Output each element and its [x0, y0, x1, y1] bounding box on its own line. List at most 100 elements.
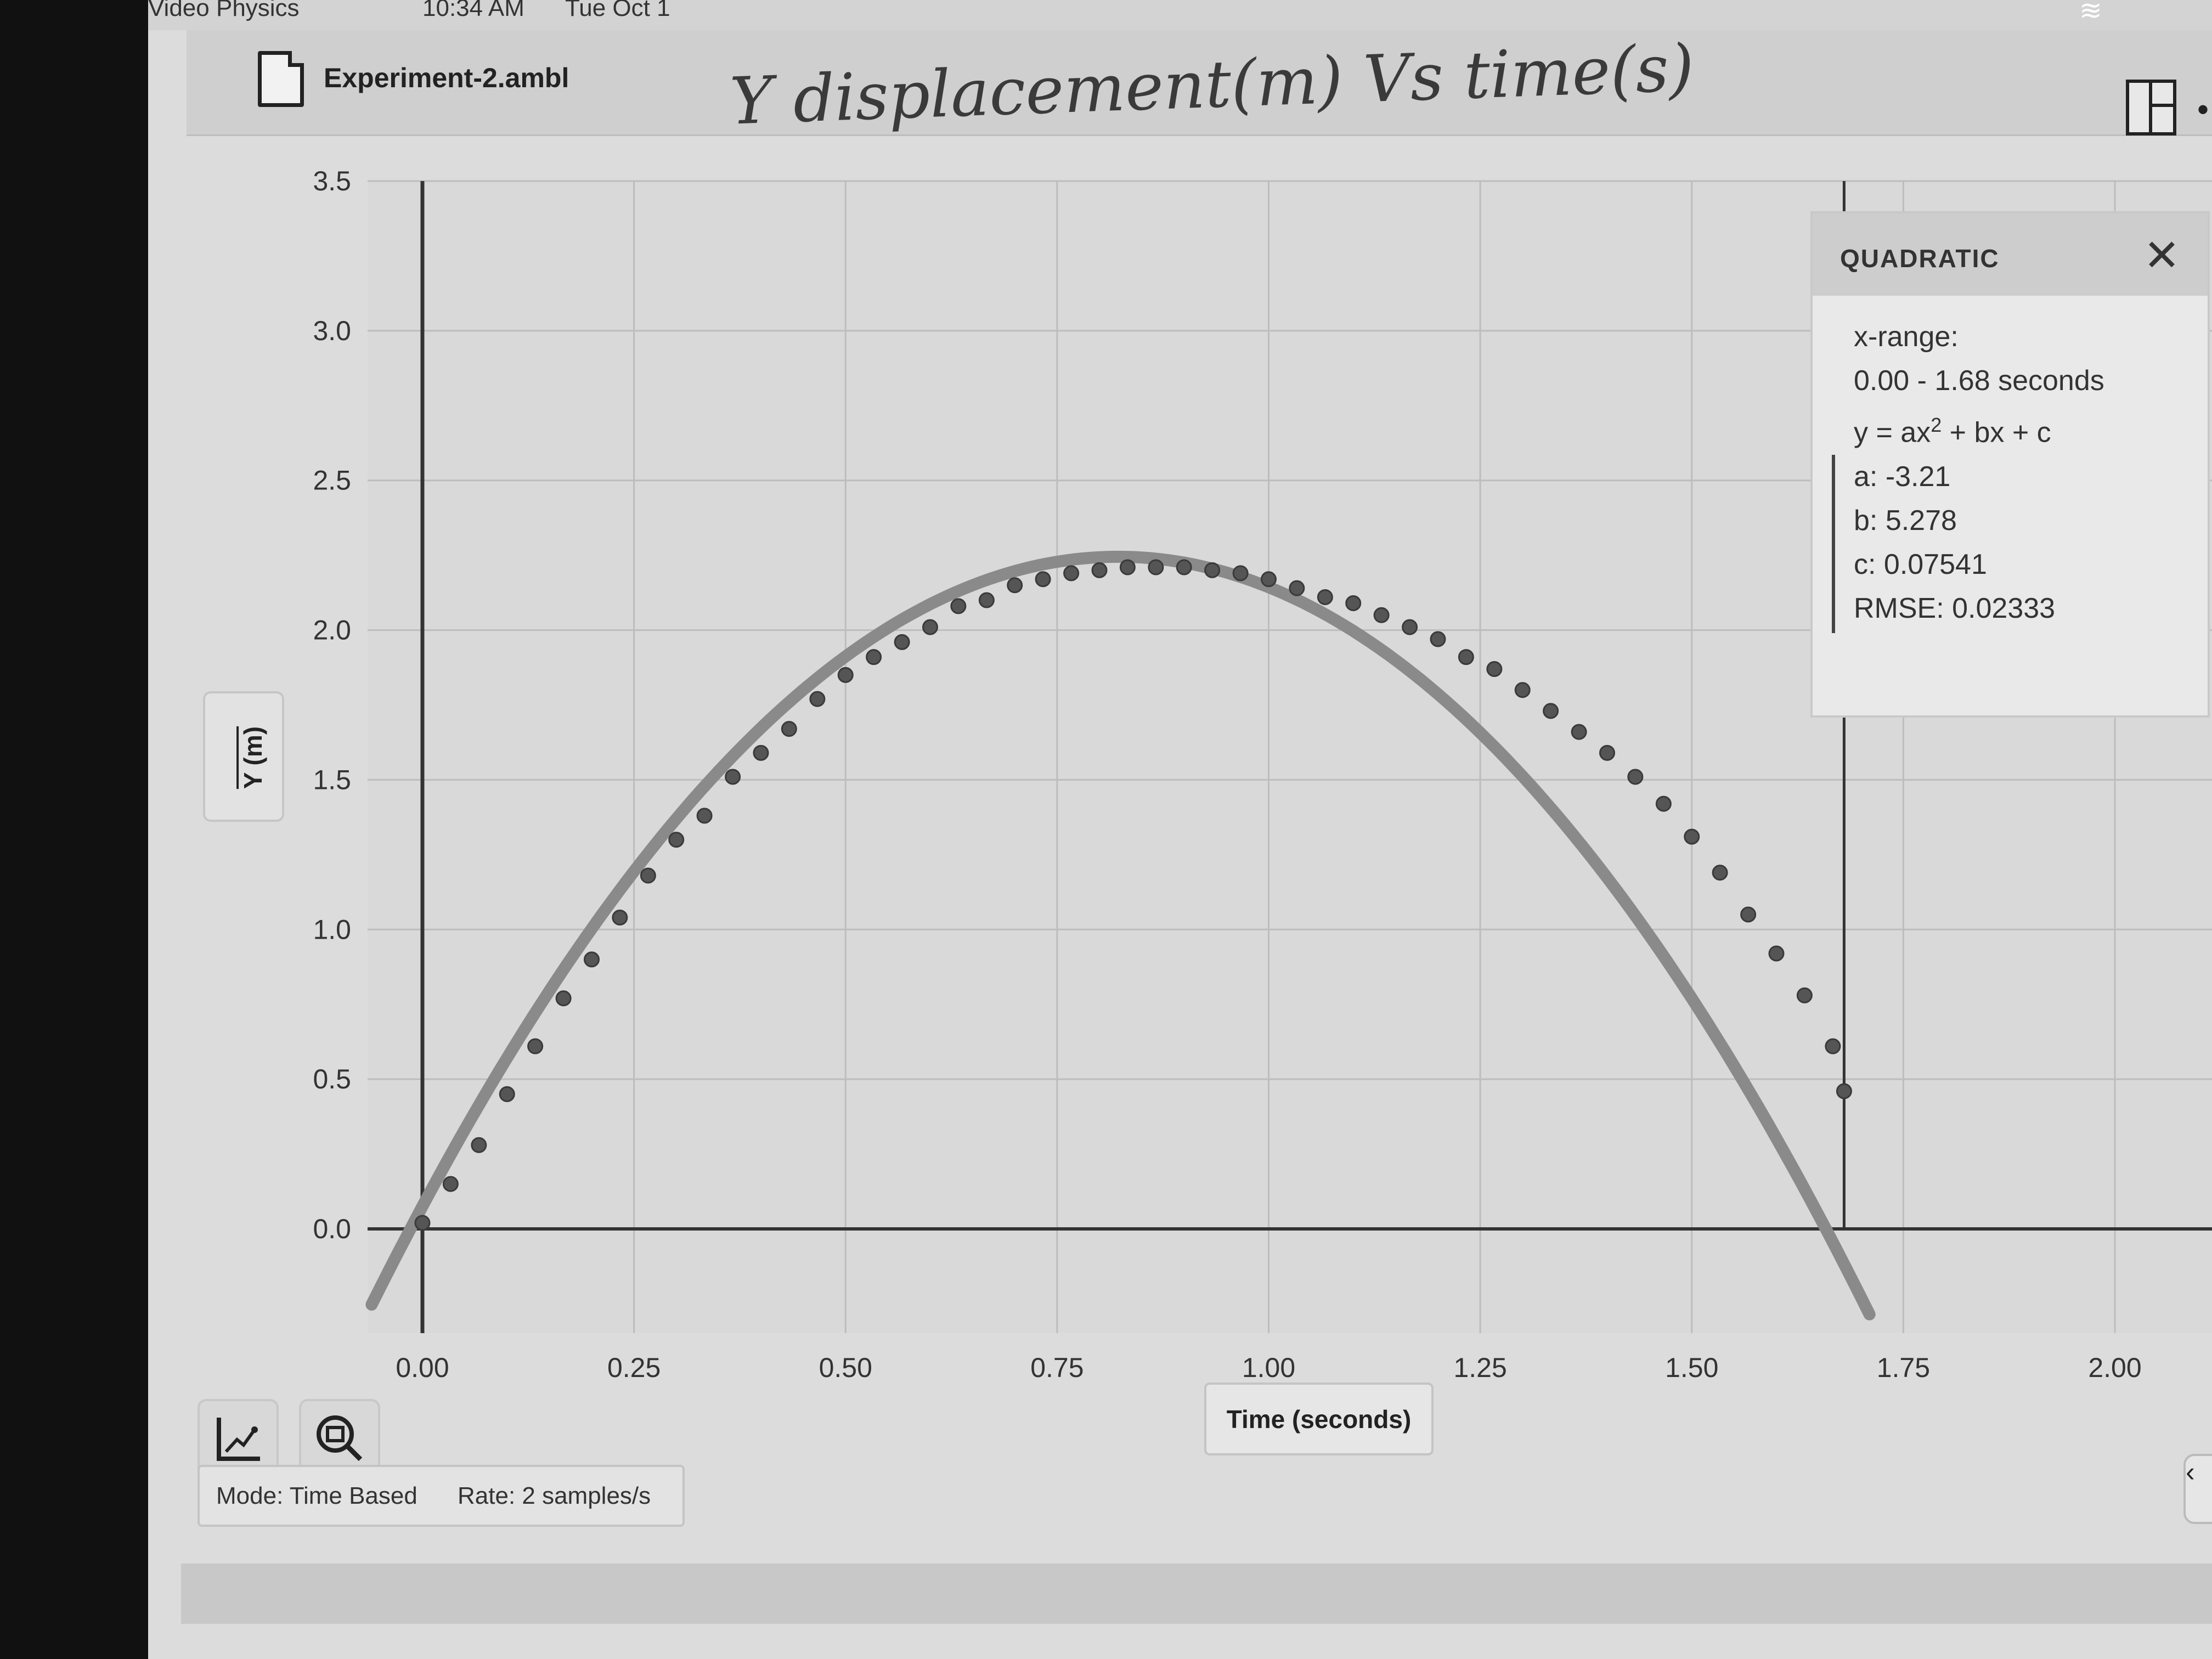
- data-point: [1543, 703, 1559, 719]
- data-point: [837, 667, 854, 683]
- y-axis-label-button[interactable]: Y (m): [203, 691, 284, 822]
- data-point: [1599, 744, 1615, 761]
- data-point: [1655, 795, 1672, 812]
- x-tick-label: 0.00: [396, 1352, 449, 1383]
- collection-mode-box[interactable]: Mode: Time Based Rate: 2 samples/s: [198, 1465, 685, 1527]
- data-point: [866, 649, 882, 665]
- more-icon[interactable]: ••: [2197, 91, 2212, 128]
- fit-panel-header: QUADRATIC ✕: [1813, 213, 2208, 296]
- zoom-button[interactable]: [299, 1399, 380, 1477]
- document-icon[interactable]: [258, 51, 304, 107]
- fit-equation-exponent: 2: [1931, 414, 1942, 436]
- fit-equation-rest: + bx + c: [1942, 416, 2051, 449]
- status-time: 10:34 AM: [422, 0, 524, 21]
- y-tick-label: 1.5: [313, 764, 351, 795]
- data-point: [894, 634, 910, 650]
- data-point: [1317, 589, 1333, 606]
- data-point: [725, 769, 741, 785]
- y-axis-label: Y (m): [239, 726, 268, 789]
- x-tick-label: 1.25: [1453, 1352, 1506, 1383]
- x-tick-label: 1.75: [1877, 1352, 1930, 1383]
- zoom-icon: [317, 1415, 363, 1462]
- data-point: [499, 1086, 515, 1102]
- fit-curve-group: [365, 550, 1876, 1321]
- y-tick-label: 2.5: [313, 465, 351, 496]
- data-point: [612, 909, 628, 926]
- chevron-left-icon[interactable]: ‹: [2183, 1454, 2212, 1524]
- file-name[interactable]: Experiment-2.ambl: [324, 63, 569, 93]
- data-point: [1514, 682, 1531, 698]
- fit-xrange-value: 0.00 - 1.68 seconds: [1854, 365, 2104, 397]
- fit-param-a: a: -3.21: [1854, 461, 1951, 493]
- data-point: [471, 1137, 487, 1153]
- data-point: [809, 691, 826, 707]
- data-point: [1836, 1083, 1852, 1099]
- data-point: [555, 990, 572, 1007]
- axis-ticks: 0.00 0.25 0.50 0.75 1.00 1.25 1.50 1.75 2.000.00…: [313, 166, 2141, 1383]
- status-date: Tue Oct 1: [565, 0, 670, 21]
- data-point: [1458, 649, 1474, 665]
- data-point: [584, 951, 600, 968]
- data-point: [1684, 828, 1700, 845]
- data-point: [1289, 580, 1305, 596]
- data-point: [1627, 769, 1644, 785]
- graph-options-icon: [217, 1418, 260, 1461]
- y-tick-label: 0.0: [313, 1214, 351, 1244]
- fit-rmse: RMSE: 0.02333: [1854, 592, 2056, 624]
- rate-text: Rate: 2 samples/s: [458, 1482, 651, 1509]
- data-point: [781, 721, 797, 737]
- data-points: [414, 559, 1852, 1231]
- close-icon[interactable]: ✕: [2143, 231, 2180, 280]
- status-app: Video Physics: [148, 0, 300, 21]
- x-tick-label: 1.00: [1242, 1352, 1295, 1383]
- data-point: [950, 598, 967, 614]
- data-point: [1712, 865, 1728, 881]
- data-point: [414, 1215, 431, 1231]
- data-point: [1768, 945, 1785, 962]
- data-point: [1261, 571, 1277, 588]
- y-tick-label: 1.0: [313, 914, 351, 945]
- data-point: [1571, 724, 1587, 740]
- data-point: [1119, 559, 1136, 575]
- fit-xrange-label: x-range:: [1854, 321, 1959, 353]
- fit-param-b: b: 5.278: [1854, 505, 1957, 537]
- data-point: [753, 744, 769, 761]
- y-tick-label: 3.0: [313, 315, 351, 346]
- data-point: [1796, 987, 1813, 1003]
- x-tick-label: 0.50: [819, 1352, 872, 1383]
- data-point: [442, 1176, 459, 1192]
- data-point: [922, 619, 938, 635]
- data-point: [640, 867, 656, 884]
- status-bar: Video Physics 10:34 AM Tue Oct 1 ≋: [148, 0, 2212, 30]
- data-point: [696, 808, 713, 824]
- data-point: [1063, 565, 1080, 582]
- data-point: [1345, 595, 1362, 611]
- layout-icon[interactable]: [2126, 80, 2176, 136]
- data-point: [1091, 562, 1108, 578]
- data-point: [1148, 559, 1164, 575]
- x-tick-label: 1.50: [1665, 1352, 1718, 1383]
- data-point: [1486, 661, 1503, 678]
- screen: Video Physics 10:34 AM Tue Oct 1 ≋ Exper…: [148, 0, 2212, 1659]
- data-point: [1007, 577, 1023, 594]
- x-tick-label: 0.25: [607, 1352, 661, 1383]
- x-tick-label: 2.00: [2088, 1352, 2141, 1383]
- mode-text: Mode: Time Based: [216, 1482, 417, 1509]
- data-point: [1176, 559, 1192, 575]
- data-point: [1740, 906, 1757, 923]
- bottom-strip: [181, 1564, 2212, 1624]
- x-axis-label-button[interactable]: Time (seconds): [1204, 1383, 1434, 1455]
- wifi-icon: ≋: [2079, 0, 2102, 26]
- fit-equation: y = ax2 + bx + c: [1854, 414, 2051, 449]
- data-point: [1825, 1038, 1841, 1054]
- x-axis-label: Time (seconds): [1226, 1404, 1412, 1434]
- data-point: [1204, 562, 1221, 578]
- data-point: [1430, 631, 1446, 647]
- app-header: Experiment-2.ambl Y displacement(m) Vs t…: [187, 30, 2212, 139]
- curve-fit-panel: QUADRATIC ✕ x-range: 0.00 - 1.68 seconds…: [1810, 211, 2210, 718]
- fit-params-bar: [1832, 455, 1835, 633]
- data-point: [527, 1038, 544, 1054]
- data-point: [668, 832, 685, 848]
- fit-param-c: c: 0.07541: [1854, 549, 1987, 580]
- data-point: [978, 592, 995, 608]
